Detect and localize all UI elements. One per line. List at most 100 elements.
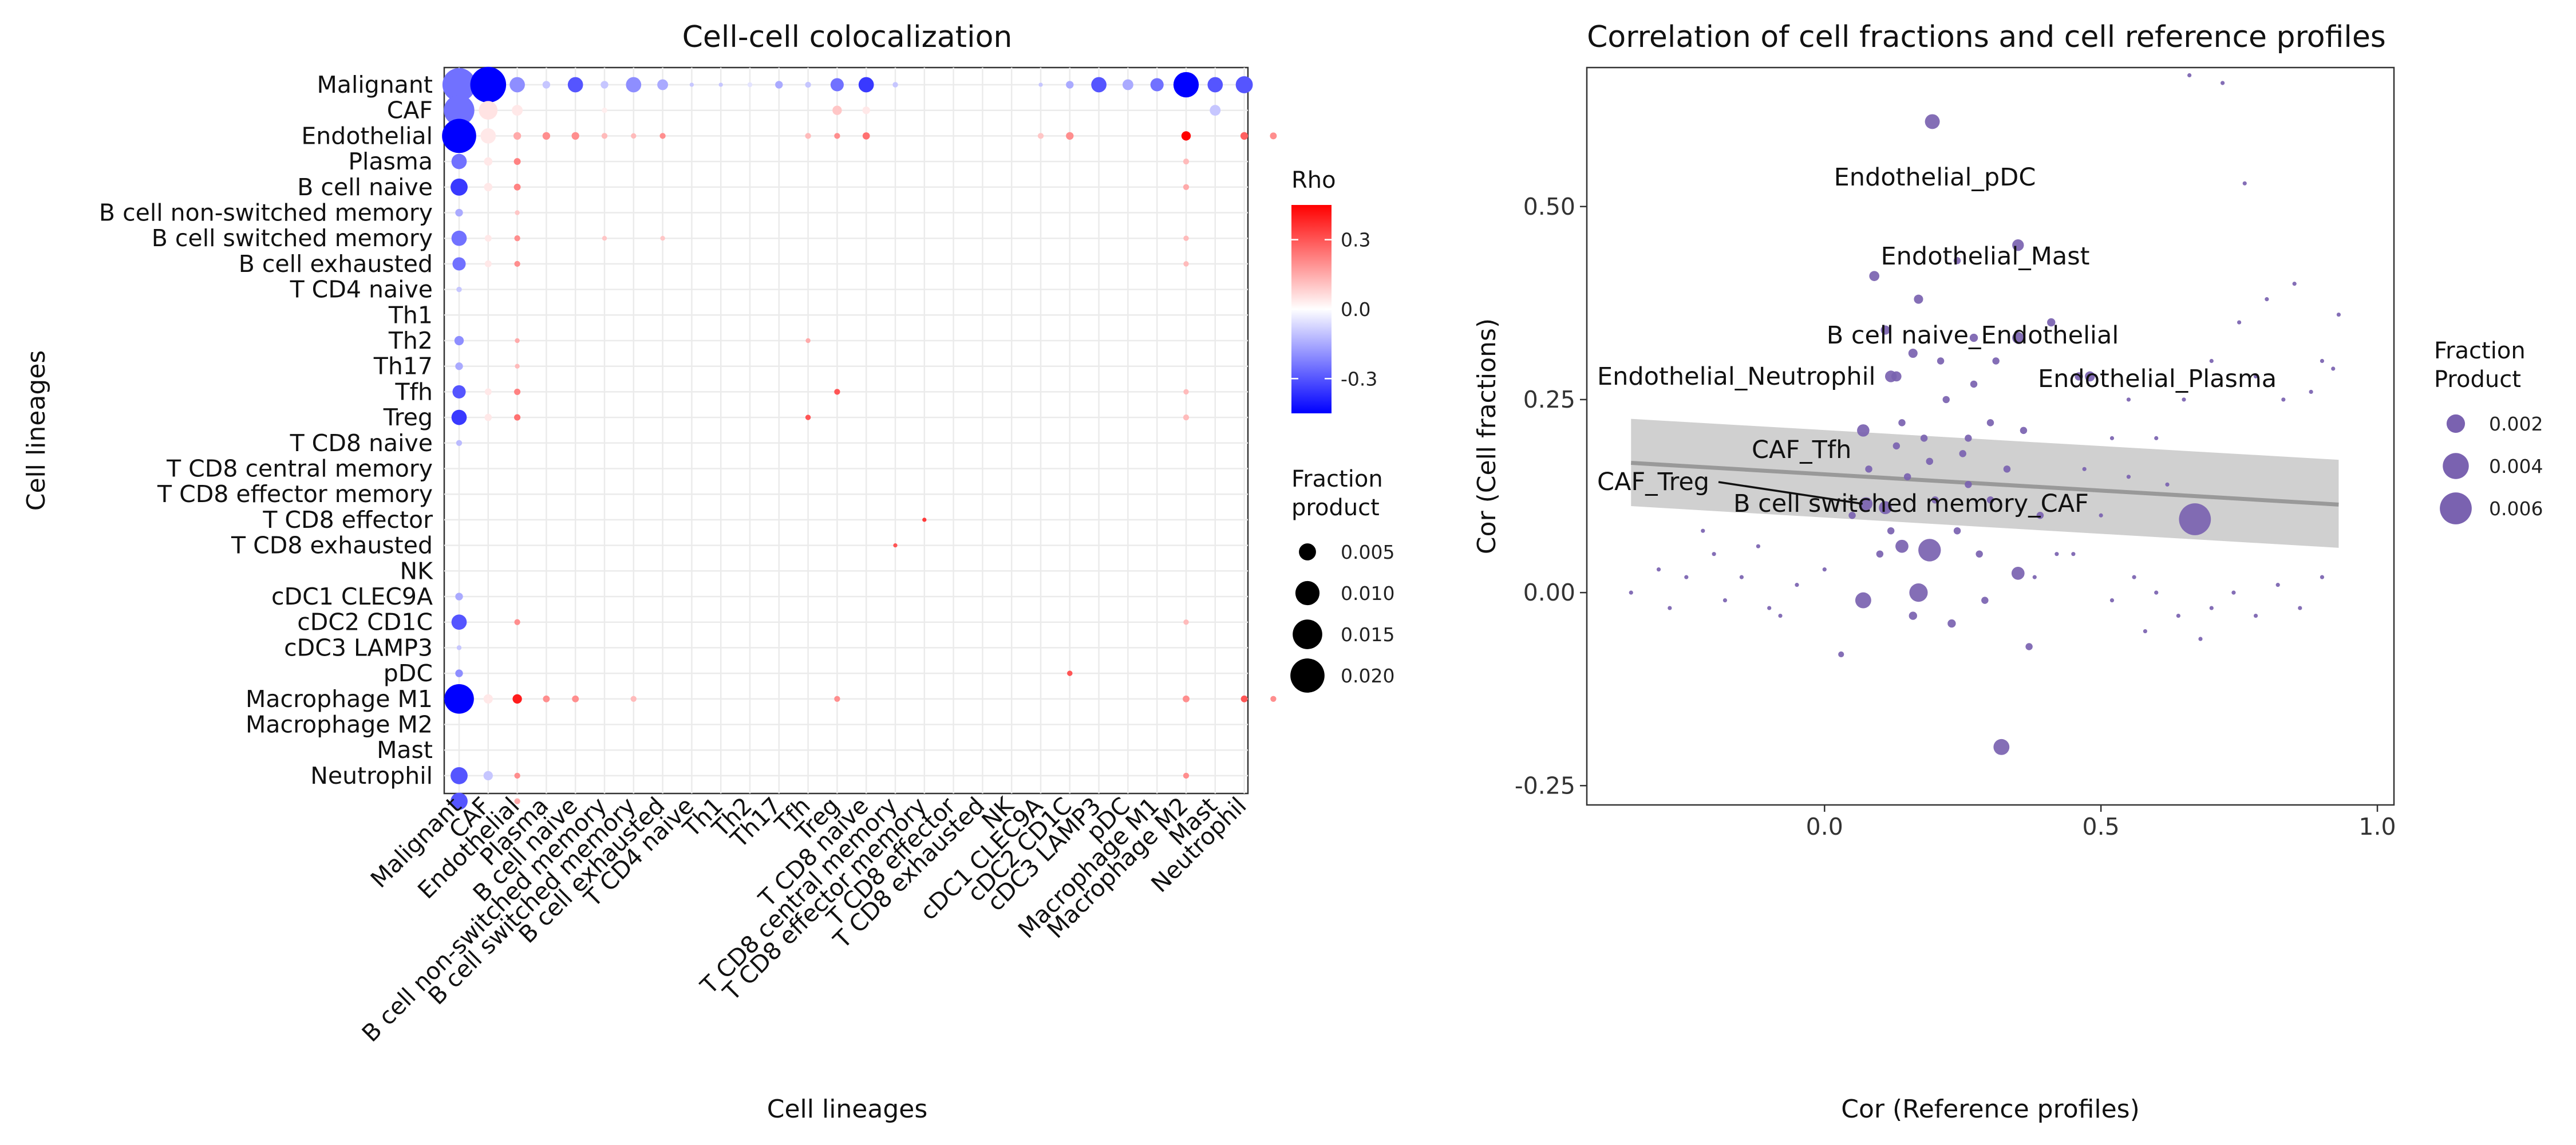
colocalization-dot [514, 414, 521, 421]
colocalization-dot [1183, 235, 1189, 241]
colocalization-dot [830, 78, 844, 92]
scatter-point [2320, 358, 2325, 364]
scatter-point [1701, 528, 1705, 533]
row-label: T CD8 exhausted [231, 532, 433, 559]
scatter-point [1993, 739, 2010, 755]
scatter-point [1986, 419, 1994, 427]
row-label: Th17 [373, 353, 433, 380]
colocalization-dot [483, 771, 493, 781]
row-label: Mast [377, 736, 433, 764]
row-label: cDC2 CD1C [297, 609, 433, 636]
colocalization-dot [1183, 261, 1189, 267]
row-label: Th2 [388, 327, 433, 354]
point-annotation: Endothelial_Neutrophil [1597, 362, 1876, 391]
scatter-point [1629, 590, 1633, 595]
colocalization-dot [512, 105, 523, 116]
y-tick-label: 0.00 [1523, 579, 1575, 606]
scatter-point [1918, 539, 1941, 562]
fraction-product-legend-title-line2: product [1291, 495, 1380, 521]
right-chart-title: Correlation of cell fractions and cell r… [1587, 20, 2386, 54]
point-annotation: CAF_Treg [1597, 468, 1709, 496]
scatter-point [1926, 457, 1933, 465]
scatter-point [1898, 419, 1906, 427]
colocalization-dot [1066, 81, 1074, 89]
colocalization-dot [451, 178, 468, 196]
scatter-point [2182, 397, 2186, 402]
row-label: T CD8 effector [262, 506, 433, 534]
colocalization-dot [571, 132, 579, 140]
point-annotation: B cell naive_Endothelial [1827, 321, 2119, 350]
colocalization-dot [1183, 184, 1190, 190]
scatter-point [2298, 606, 2302, 610]
colocalization-panel: Cell-cell colocalization MalignantCAFEnd… [22, 20, 1394, 1124]
left-chart-title: Cell-cell colocalization [682, 20, 1013, 54]
row-label: pDC [384, 660, 433, 687]
colocalization-dot [515, 338, 520, 344]
colocalization-dot [893, 543, 898, 548]
size-legend-label: 0.015 [1341, 623, 1394, 646]
row-label: cDC3 LAMP3 [284, 634, 433, 661]
colocalization-dot [484, 413, 492, 421]
colocalization-dot [1173, 72, 1199, 98]
row-label: B cell exhausted [239, 250, 433, 278]
colocalization-dot [483, 694, 493, 704]
left-plot-area [443, 66, 1249, 795]
scatter-point [2126, 475, 2131, 479]
scatter-point [2032, 575, 2037, 579]
right-legend-keys: 0.002 0.004 0.006 [2440, 413, 2543, 524]
colocalization-dot [626, 77, 642, 93]
scatter-point [1778, 613, 1783, 618]
colocalization-dot [451, 153, 467, 169]
colocalization-dot [659, 133, 666, 139]
colocalization-dot [456, 645, 462, 650]
colocalization-dot [480, 128, 496, 144]
colocalization-dot [600, 81, 609, 89]
scatter-point [2292, 282, 2297, 286]
right-y-axis-title: Cor (Cell fractions) [1472, 318, 1502, 554]
colocalization-dot [512, 694, 522, 704]
scatter-point [2020, 427, 2028, 435]
scatter-point [1914, 294, 1923, 304]
scatter-point [1986, 496, 1994, 504]
right-legend-label: 0.004 [2489, 455, 2543, 477]
colocalization-dot [451, 230, 467, 246]
row-label: Endothelial [301, 122, 433, 149]
colocalization-dot [1038, 82, 1043, 87]
scatter-point [2198, 637, 2203, 641]
point-annotation: Endothelial_Mast [1881, 242, 2090, 271]
colocalization-dot [834, 696, 840, 702]
scatter-point [1895, 539, 1909, 553]
scatter-point [1876, 550, 1884, 558]
scatter-point [1822, 567, 1827, 572]
colocalization-dot [456, 440, 463, 446]
colocalization-dot [689, 82, 694, 87]
row-label: Treg [383, 404, 433, 431]
size-legend-label: 0.020 [1341, 665, 1394, 687]
y-tick-label: -0.25 [1515, 772, 1575, 799]
scatter-point [2012, 331, 2024, 344]
scatter-point [1855, 592, 1871, 609]
scatter-point [1887, 527, 1895, 535]
colocalization-dot [1210, 105, 1221, 116]
scatter-point [1795, 583, 1799, 587]
scatter-point [2165, 482, 2170, 487]
colocalization-dot [513, 183, 521, 191]
row-label: Plasma [348, 148, 433, 175]
scatter-point [1970, 380, 1978, 388]
scatter-point [2187, 73, 2192, 78]
scatter-point [2082, 467, 2087, 471]
row-label: B cell switched memory [152, 224, 433, 252]
scatter-point [1947, 619, 1956, 628]
colocalization-dot [442, 119, 476, 153]
colocalization-dot [631, 133, 637, 139]
scatter-point [1869, 271, 1880, 281]
colocalization-dot [451, 767, 468, 784]
colocalization-dot [514, 798, 520, 804]
colocalization-dot [630, 696, 637, 702]
right-y-ticks: -0.25 0.00 0.25 0.50 [1515, 193, 1587, 799]
scatter-point [2071, 552, 2076, 556]
colocalization-dot [805, 81, 811, 88]
scatter-point [2309, 389, 2313, 394]
